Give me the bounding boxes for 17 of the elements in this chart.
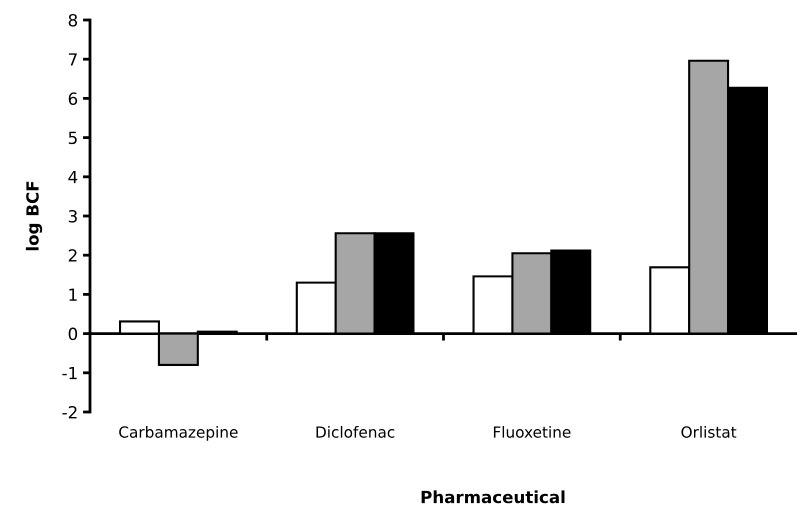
y-tick-label: 2 bbox=[68, 249, 77, 262]
x-tick-label: Orlistat bbox=[681, 426, 736, 438]
y-tick-label: 4 bbox=[68, 170, 78, 184]
y-tick-label: 7 bbox=[68, 53, 77, 66]
y-tick-label: 1 bbox=[69, 288, 77, 301]
x-tick-label: Fluoxetine bbox=[494, 426, 570, 438]
y-tick-label: -2 bbox=[62, 406, 77, 418]
y-tick-label: 0 bbox=[68, 328, 78, 340]
x-tick-label: Diclofenac bbox=[316, 426, 394, 438]
y-tick-label: 8 bbox=[68, 14, 78, 27]
y-tick-label: 3 bbox=[68, 210, 77, 223]
y-tick-label: -1 bbox=[62, 366, 77, 380]
y-tick-label: 5 bbox=[68, 132, 77, 144]
x-tick-label: Carbamazepine bbox=[119, 426, 238, 441]
y-tick-label: 6 bbox=[68, 92, 78, 105]
y-axis-title: log BCF bbox=[26, 182, 42, 250]
x-axis-title: Pharmaceutical bbox=[422, 490, 564, 504]
